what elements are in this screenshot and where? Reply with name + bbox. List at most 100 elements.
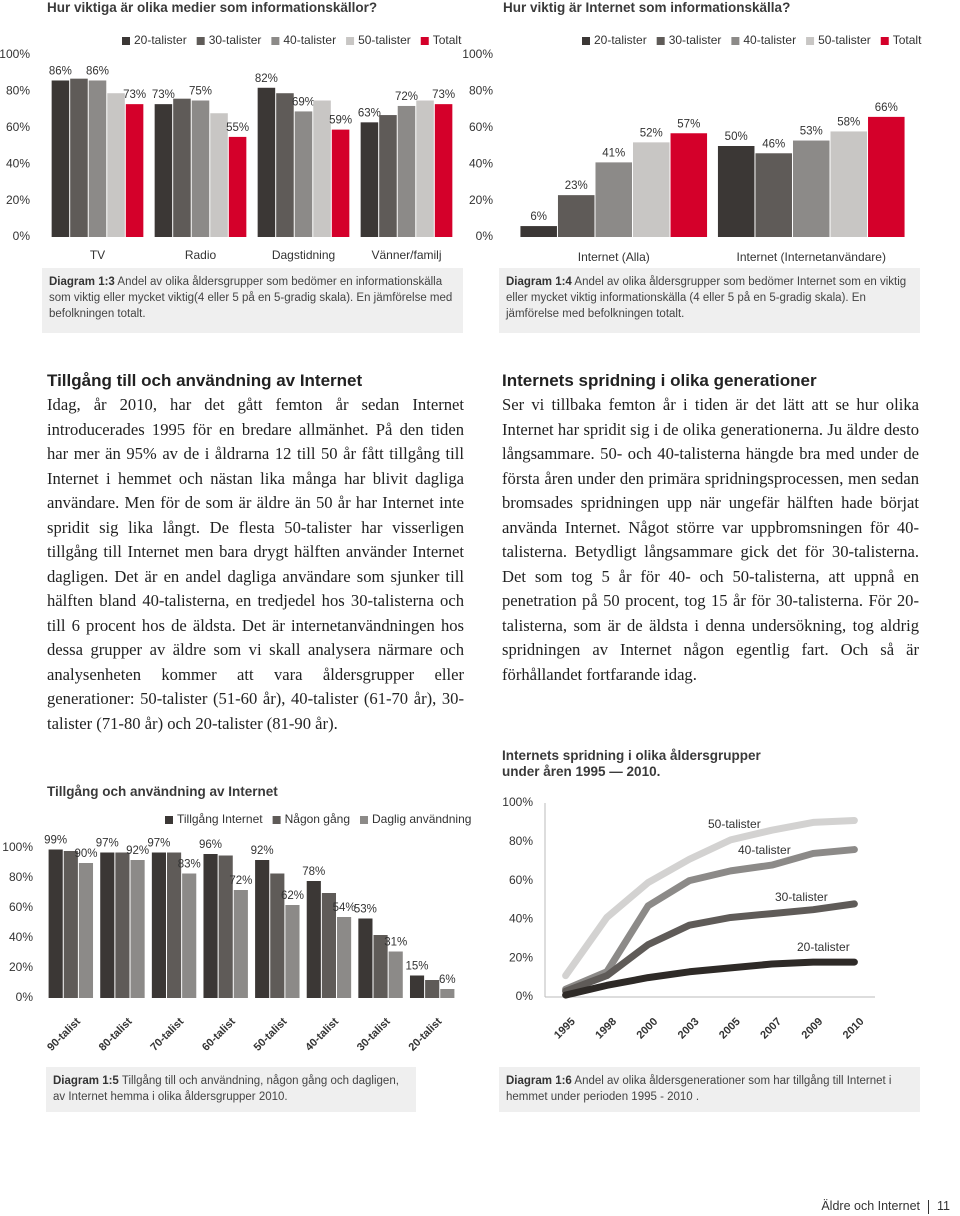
caption-text: Tillgång till och användning, någon gång… — [53, 1075, 399, 1103]
legend-swatch — [271, 37, 280, 45]
value-label: 69% — [292, 96, 315, 108]
bar — [595, 162, 633, 237]
bar — [409, 975, 425, 998]
bar — [130, 860, 145, 998]
y-tick-label: 80% — [509, 834, 533, 848]
value-label: 57% — [677, 118, 700, 130]
x-tick-label: 60-talist — [200, 1015, 238, 1053]
legend-swatch — [880, 37, 889, 45]
y-tick-label: 20% — [509, 950, 533, 964]
series-label: 30-talister — [775, 890, 828, 904]
bar — [425, 980, 440, 998]
bar — [78, 863, 94, 998]
value-label: 62% — [281, 890, 304, 902]
line — [562, 900, 858, 995]
value-label: 53% — [354, 904, 377, 916]
bar — [331, 129, 350, 237]
caption-label: Diagram 1:4 — [506, 276, 572, 288]
legend-swatch — [122, 37, 130, 45]
y-tick-label: 80% — [6, 84, 30, 98]
value-label: 92% — [251, 845, 274, 857]
value-label: 73% — [152, 89, 175, 101]
y-tick-label: 100% — [502, 795, 533, 809]
bar — [670, 133, 708, 237]
bar — [434, 104, 453, 237]
legend-label: Totalt — [433, 33, 462, 47]
bar — [321, 893, 337, 998]
legend-swatch — [806, 37, 815, 45]
bar — [255, 860, 270, 998]
legend-swatch — [346, 37, 355, 45]
value-label: 86% — [49, 66, 72, 78]
bar — [313, 100, 331, 237]
bar — [115, 852, 130, 998]
legend-label: Tillgång Internet — [177, 812, 263, 826]
bar — [830, 131, 868, 237]
legend-label: 30-talister — [209, 33, 262, 47]
section-body: Idag, år 2010, har det gått femton år se… — [47, 395, 464, 733]
legend-label: 40-talister — [283, 33, 336, 47]
line — [562, 846, 858, 993]
legend-swatch — [360, 816, 368, 824]
value-label: 73% — [123, 89, 146, 101]
bar — [228, 136, 247, 237]
y-tick-label: 0% — [13, 229, 31, 243]
chart-title: Hur viktig är Internet som informationsk… — [503, 0, 791, 15]
value-label: 73% — [432, 89, 455, 101]
bar — [166, 852, 182, 998]
bar — [70, 78, 88, 237]
value-label: 54% — [333, 902, 356, 914]
bar — [270, 873, 285, 998]
bar — [100, 852, 115, 998]
caption: Diagram 1:3 Andel av olika åldersgrupper… — [42, 268, 463, 333]
chart-title: Hur viktiga är olika medier som informat… — [47, 0, 378, 15]
value-label: 99% — [44, 835, 67, 847]
y-tick-label: 40% — [6, 156, 30, 170]
bar — [633, 142, 670, 237]
value-label: 72% — [229, 875, 252, 887]
bar — [397, 105, 416, 238]
value-label: 41% — [602, 147, 625, 159]
bar — [868, 116, 905, 237]
bar — [792, 140, 830, 237]
value-label: 83% — [178, 859, 201, 871]
bar — [154, 104, 173, 237]
section-heading: Internets spridning i olika generationer — [502, 371, 817, 390]
series-label: 20-talister — [797, 940, 850, 954]
y-tick-label: 20% — [469, 193, 493, 207]
value-label: 15% — [406, 961, 429, 973]
x-tick-label: 2010 — [841, 1016, 867, 1042]
bar — [63, 851, 78, 998]
bar — [210, 113, 228, 237]
bar — [373, 935, 388, 998]
bar — [233, 890, 248, 998]
y-tick-label: 0% — [476, 229, 494, 243]
page-number: 11 — [937, 1199, 950, 1213]
value-label: 58% — [837, 116, 860, 128]
caption: Diagram 1:4 Andel av olika åldersgrupper… — [499, 268, 920, 333]
y-tick-label: 0% — [516, 989, 534, 1003]
bar — [203, 854, 218, 998]
y-tick-label: 100% — [2, 840, 33, 854]
line — [562, 816, 858, 980]
x-tick-label: TV — [90, 248, 105, 262]
y-tick-label: 40% — [509, 912, 533, 926]
x-tick-label: 90-talist — [45, 1015, 83, 1053]
legend-swatch — [196, 37, 205, 45]
bar — [51, 80, 70, 237]
value-label: 53% — [800, 126, 823, 138]
y-tick-label: 100% — [0, 47, 30, 61]
y-tick-label: 80% — [469, 84, 493, 98]
y-tick-label: 60% — [6, 120, 30, 134]
bar — [173, 98, 191, 238]
section-heading: Tillgång till och användning av Internet — [47, 371, 363, 390]
x-tick-label: 2009 — [800, 1016, 826, 1042]
x-tick-label: 50-talist — [252, 1015, 290, 1053]
value-label: 78% — [302, 866, 325, 878]
value-label: 72% — [395, 91, 418, 103]
footer-title: Äldre och Internet — [821, 1199, 921, 1213]
legend-label: Totalt — [893, 33, 922, 47]
x-tick-label: 1995 — [552, 1016, 578, 1042]
